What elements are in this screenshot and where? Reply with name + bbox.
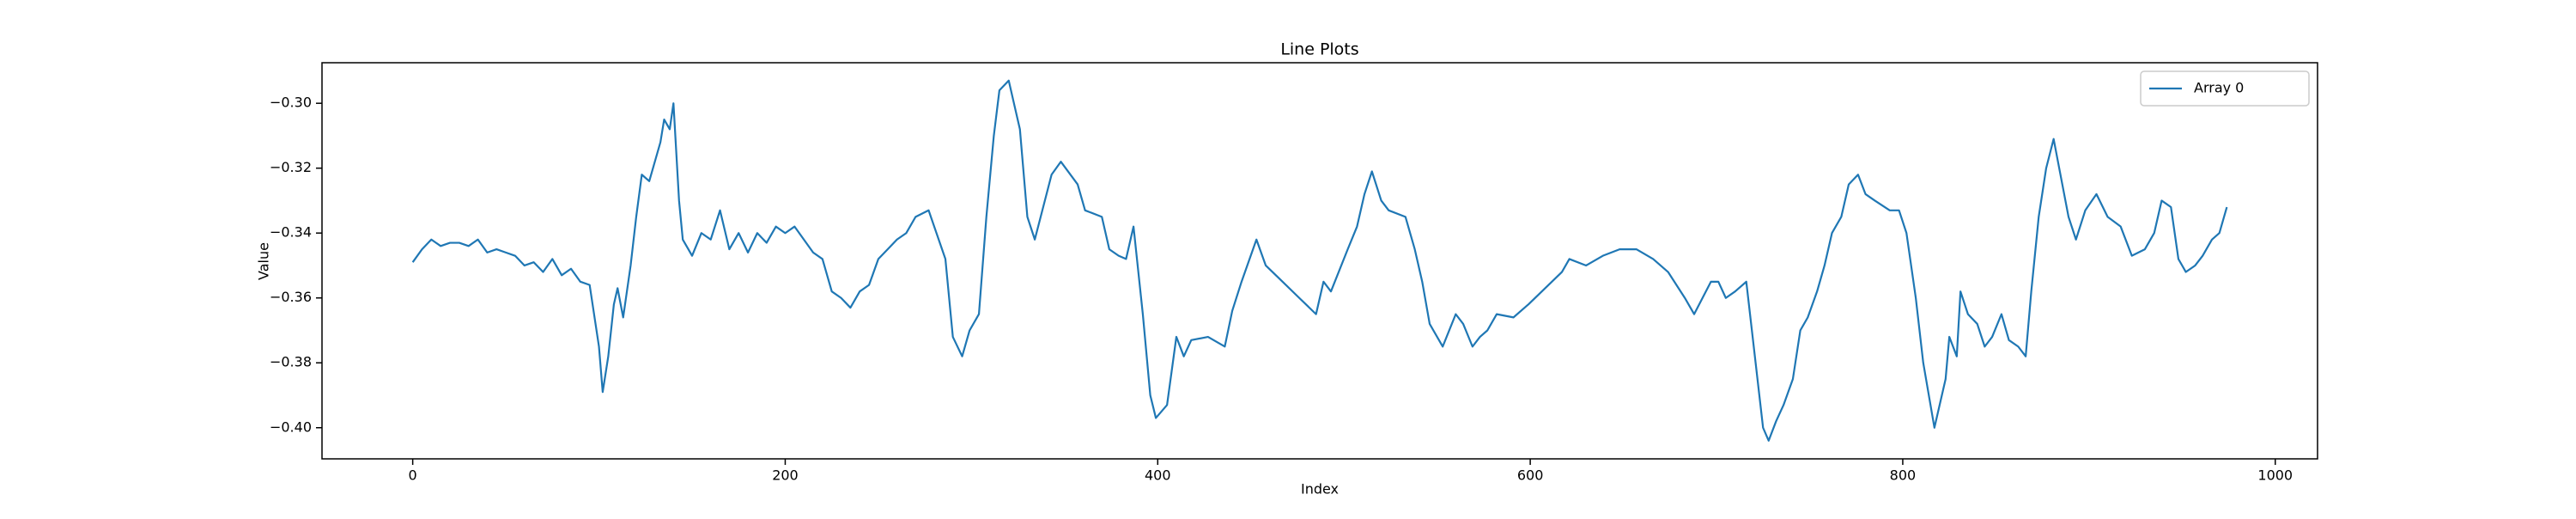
- x-tick-label: 400: [1145, 467, 1171, 484]
- y-tick-label: −0.38: [270, 354, 312, 370]
- legend-label: Array 0: [2194, 80, 2244, 96]
- x-tick-label: 0: [409, 467, 417, 484]
- x-tick-label: 600: [1517, 467, 1544, 484]
- y-tick-label: −0.34: [270, 224, 312, 241]
- x-axis-label: Index: [1301, 481, 1339, 498]
- y-tick-label: −0.30: [270, 95, 312, 111]
- y-axis-label: Value: [256, 242, 272, 280]
- x-tick-label: 200: [772, 467, 799, 484]
- y-tick-label: −0.40: [270, 418, 312, 435]
- chart-title: Line Plots: [1280, 40, 1358, 59]
- plot-frame: [321, 62, 2318, 460]
- x-tick-label: 1000: [2257, 467, 2293, 484]
- x-tick-label: 800: [1890, 467, 1917, 484]
- data-line: [411, 79, 2228, 442]
- y-tick-label: −0.32: [270, 159, 312, 175]
- y-tick-label: −0.36: [270, 289, 312, 305]
- legend-box: [2140, 70, 2310, 107]
